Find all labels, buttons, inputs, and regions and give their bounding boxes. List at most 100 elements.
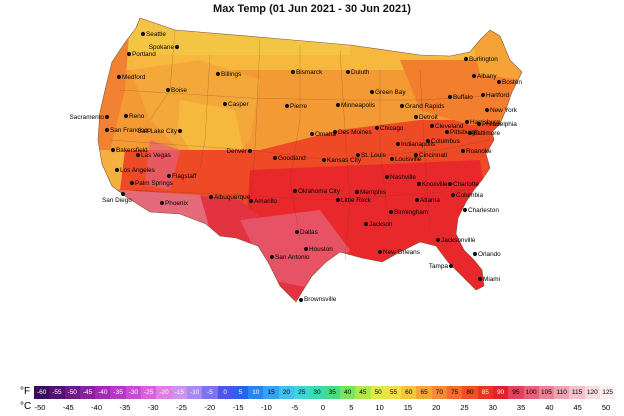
city-marker: Boise [165, 87, 187, 94]
legend-swatch: -15 [171, 386, 187, 399]
city-marker: Columbia [450, 192, 483, 199]
city-label: Billings [221, 71, 241, 78]
legend-fahrenheit-unit: °F [20, 386, 31, 397]
legend-swatch: 10 [248, 386, 264, 399]
city-marker: Des Moines [332, 129, 372, 136]
city-label: Bismarck [296, 69, 323, 76]
city-label: Columbus [431, 138, 460, 145]
city-label: Jacksonville [441, 237, 476, 244]
legend-swatch: 20 [278, 386, 295, 399]
city-marker: Palm Springs [129, 180, 173, 187]
city-marker: Las Vegas [135, 152, 171, 159]
legend-celsius-label: 50 [601, 403, 611, 412]
city-dot [447, 94, 453, 100]
legend-swatch: 95 [508, 386, 524, 399]
city-label: Detroit [419, 114, 438, 121]
legend-celsius-label: 0 [320, 403, 326, 412]
city-label: Reno [129, 113, 145, 120]
city-label: Amarillo [254, 198, 278, 205]
city-dot [114, 167, 120, 173]
city-dot [476, 121, 482, 127]
city-marker: Hartford [480, 92, 510, 99]
city-marker: Charlotte [447, 181, 479, 188]
legend-swatch: 40 [339, 386, 356, 399]
city-dot [248, 198, 254, 204]
city-dot [140, 31, 146, 37]
city-marker: Portland [126, 51, 156, 58]
city-dot [321, 157, 327, 163]
legend-swatch: 30 [309, 386, 325, 399]
legend-celsius-label: -20 [204, 403, 216, 412]
city-dot [247, 148, 253, 154]
legend-celsius-label: -25 [176, 403, 187, 412]
legend-celsius-scale: -50 -45 -40 -35 -30 -25 -20 -15 -10 -5 0 5 10 15 20 25 3… [34, 403, 614, 414]
city-dot [290, 69, 296, 75]
city-label: Sacramento [70, 114, 105, 121]
city-dot [425, 138, 431, 144]
city-dot [460, 148, 466, 154]
legend-celsius-label: 5 [349, 403, 354, 412]
legend-swatch: 85 [477, 386, 493, 399]
city-dot [345, 69, 351, 75]
legend-celsius-label: 25 [460, 403, 469, 412]
legend-swatch: 35 [324, 386, 340, 399]
city-marker: Charleston [462, 207, 499, 214]
city-marker: Harrisburg [464, 119, 500, 126]
city-marker: New York [484, 107, 518, 114]
legend-celsius-label: 30 [488, 403, 497, 412]
city-marker: Pierre [284, 103, 307, 110]
legend-swatch: -45 [79, 386, 96, 399]
legend-swatch: 50 [370, 386, 386, 399]
city-label: Philadelphia [482, 121, 517, 128]
city-label: Louisville [395, 156, 422, 163]
city-label: Birmingham [394, 209, 428, 216]
legend-swatch: 125 [599, 386, 616, 399]
city-marker: Memphis [354, 189, 386, 196]
city-marker: Chicago [374, 125, 404, 132]
legend-swatch: 75 [447, 386, 463, 399]
city-dot [413, 152, 419, 158]
city-dot [450, 192, 456, 198]
legend-celsius-label: 35 [516, 403, 526, 412]
legend-celsius-label: -15 [232, 403, 244, 412]
city-marker: Albuquerque [208, 194, 251, 201]
legend-swatch: -25 [141, 386, 157, 399]
city-marker: Dallas [294, 229, 318, 236]
city-marker: Amarillo [248, 198, 278, 205]
city-marker: San Diego [102, 191, 132, 204]
city-dot [120, 191, 126, 197]
city-dot [222, 101, 228, 107]
city-label: Duluth [351, 69, 370, 76]
city-dot [395, 141, 401, 147]
city-dot [332, 129, 338, 135]
city-marker: Roanoke [460, 148, 492, 155]
legend-celsius-label: 20 [432, 403, 441, 412]
city-label: Cleveland [435, 123, 464, 130]
city-marker: Medford [116, 74, 146, 81]
city-label: Orlando [478, 251, 501, 258]
city-label: Nashville [390, 174, 416, 181]
city-dot [416, 181, 422, 187]
city-marker: Boston [496, 79, 522, 86]
city-dot [303, 246, 309, 252]
city-marker: Philadelphia [476, 121, 517, 128]
city-label: Green Bay [375, 89, 406, 96]
city-label: Pittsburgh [450, 129, 479, 136]
city-dot [269, 254, 275, 260]
city-dot [363, 221, 369, 227]
city-label: Jackson [369, 221, 393, 228]
city-dot [135, 152, 141, 158]
legend-swatch: 90 [492, 386, 509, 399]
city-dot [208, 194, 214, 200]
city-dot [464, 119, 470, 125]
legend-swatch: 110 [554, 386, 570, 399]
legend-celsius-label: 10 [375, 403, 384, 412]
city-dot [166, 173, 172, 179]
city-marker: Little Rock [335, 197, 372, 204]
city-label: Casper [228, 101, 249, 108]
legend-swatch: 105 [538, 386, 555, 399]
city-label: Knoxville [422, 181, 448, 188]
city-label: Pierre [290, 103, 307, 110]
city-marker: Jackson [363, 221, 393, 228]
city-dot [174, 44, 180, 50]
